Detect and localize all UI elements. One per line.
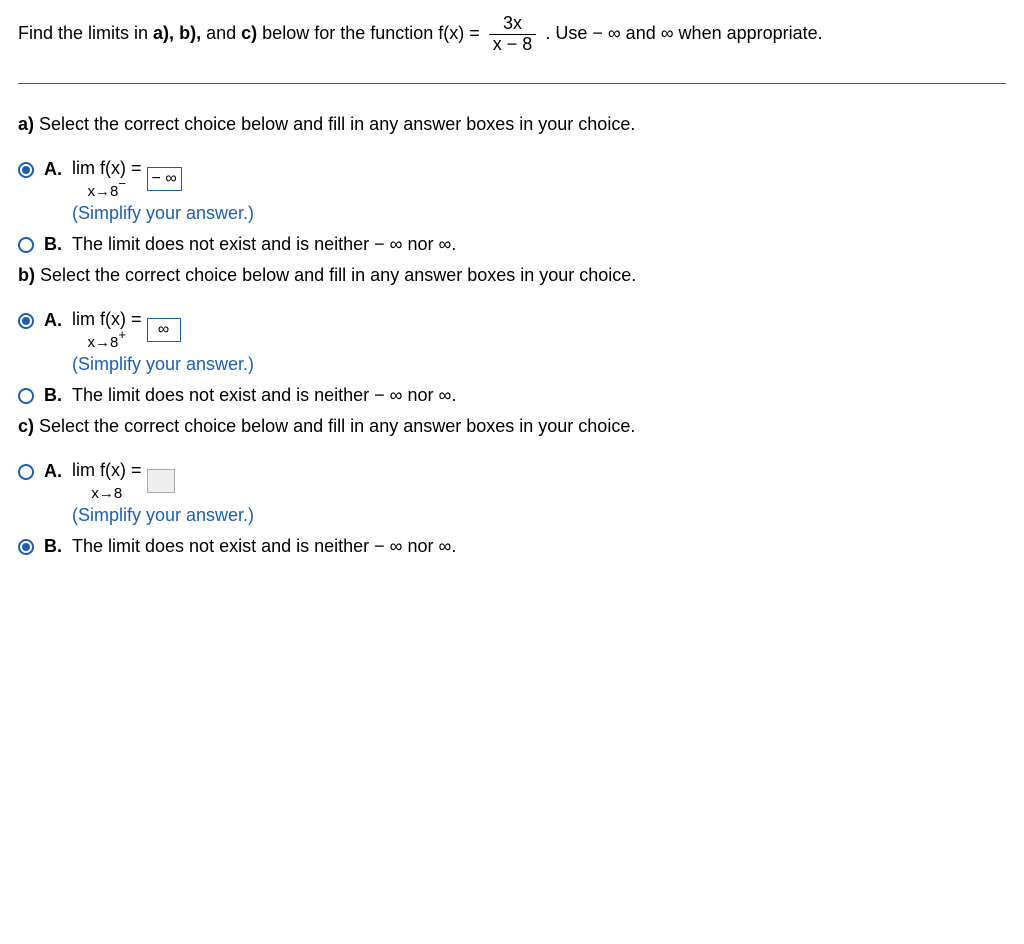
part-c-choice-a[interactable]: A. lim f(x) = x→8 (Simplify your answer.… xyxy=(18,461,1006,526)
simplify-hint: (Simplify your answer.) xyxy=(72,354,1006,375)
radio-c-B[interactable] xyxy=(18,539,34,555)
limit-expression: lim f(x) = x→8 xyxy=(72,461,142,501)
header-part-c: c) xyxy=(241,23,257,43)
fraction-numerator: 3x xyxy=(489,14,537,35)
part-a-choice-a[interactable]: A. lim f(x) = x→8− − ∞ (Simplify your an… xyxy=(18,159,1006,224)
simplify-hint: (Simplify your answer.) xyxy=(72,203,1006,224)
part-c-choice-b[interactable]: B. The limit does not exist and is neith… xyxy=(18,536,1006,557)
lim-text: lim xyxy=(72,158,95,178)
radio-a-B[interactable] xyxy=(18,237,34,253)
limit-sub: x→8 xyxy=(88,334,119,351)
simplify-hint: (Simplify your answer.) xyxy=(72,505,1006,526)
header-prefix: Find the limits in xyxy=(18,23,153,43)
choice-body: lim f(x) = x→8+ ∞ (Simplify your answer.… xyxy=(72,310,1006,375)
choice-label: B. xyxy=(44,536,72,557)
header-mid: below for the function f(x) = xyxy=(262,23,485,43)
part-b-choice-a[interactable]: A. lim f(x) = x→8+ ∞ (Simplify your answ… xyxy=(18,310,1006,375)
fraction-denominator: x − 8 xyxy=(489,35,537,55)
part-label: a) xyxy=(18,114,34,134)
fraction: 3x x − 8 xyxy=(489,14,537,55)
choice-body: lim f(x) = x→8− − ∞ (Simplify your answe… xyxy=(72,159,1006,224)
part-text: Select the correct choice below and fill… xyxy=(34,114,635,134)
choice-label: B. xyxy=(44,234,72,255)
choice-label: A. xyxy=(44,310,72,331)
answer-input-a[interactable]: − ∞ xyxy=(147,167,182,191)
choice-text: The limit does not exist and is neither … xyxy=(72,385,1006,406)
part-label: b) xyxy=(18,265,35,285)
choice-text: The limit does not exist and is neither … xyxy=(72,536,1006,557)
limit-expression: lim f(x) = x→8+ xyxy=(72,310,142,350)
header-part-a: a), xyxy=(153,23,174,43)
choice-text: The limit does not exist and is neither … xyxy=(72,234,1006,255)
fx-eq: f(x) = xyxy=(95,460,142,480)
part-b-choice-b[interactable]: B. The limit does not exist and is neith… xyxy=(18,385,1006,406)
limit-sub: x→8 xyxy=(91,485,122,502)
limit-sup: − xyxy=(118,176,126,191)
part-text: Select the correct choice below and fill… xyxy=(35,265,636,285)
radio-b-B[interactable] xyxy=(18,388,34,404)
question-header: Find the limits in a), b), and c) below … xyxy=(18,14,1006,55)
header-suffix: . Use − ∞ and ∞ when appropriate. xyxy=(545,23,822,43)
lim-text: lim xyxy=(72,460,95,480)
part-label: c) xyxy=(18,416,34,436)
joiner: and xyxy=(206,23,241,43)
part-text: Select the correct choice below and fill… xyxy=(34,416,635,436)
part-b-prompt: b) Select the correct choice below and f… xyxy=(18,265,1006,286)
limit-sub: x→8 xyxy=(88,183,119,200)
limit-expression: lim f(x) = x→8− xyxy=(72,159,142,199)
radio-b-A[interactable] xyxy=(18,313,34,329)
answer-input-c[interactable] xyxy=(147,469,175,493)
radio-a-A[interactable] xyxy=(18,162,34,178)
limit-sup: + xyxy=(118,327,126,342)
answer-input-b[interactable]: ∞ xyxy=(147,318,181,342)
choice-label: A. xyxy=(44,159,72,180)
part-a-prompt: a) Select the correct choice below and f… xyxy=(18,114,1006,135)
choice-label: B. xyxy=(44,385,72,406)
radio-c-A[interactable] xyxy=(18,464,34,480)
lim-text: lim xyxy=(72,309,95,329)
part-c-prompt: c) Select the correct choice below and f… xyxy=(18,416,1006,437)
header-part-b: b), xyxy=(179,23,201,43)
choice-body: lim f(x) = x→8 (Simplify your answer.) xyxy=(72,461,1006,526)
choice-label: A. xyxy=(44,461,72,482)
fx-eq: f(x) = xyxy=(95,309,142,329)
fx-eq: f(x) = xyxy=(95,158,142,178)
part-a-choice-b[interactable]: B. The limit does not exist and is neith… xyxy=(18,234,1006,255)
divider xyxy=(18,83,1006,84)
